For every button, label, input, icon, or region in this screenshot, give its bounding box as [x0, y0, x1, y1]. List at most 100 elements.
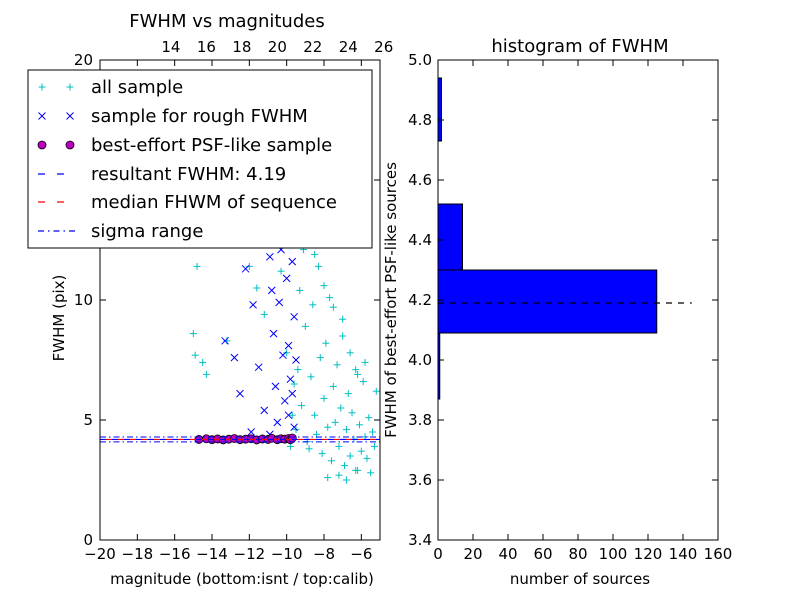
x-b: [230, 353, 239, 362]
all-sample-point: [342, 426, 350, 434]
rough-sample-point: [269, 329, 278, 338]
y-tick-label: 20: [74, 51, 93, 69]
x-b: [282, 274, 291, 283]
all-sample-point: [329, 303, 337, 311]
hist-x-tick-label: 20: [463, 545, 482, 563]
all-sample-point: [191, 351, 199, 359]
x-b: [241, 264, 250, 273]
top-tick-label: 20: [268, 38, 287, 56]
rough-sample-point: [288, 257, 297, 266]
hist-x-tick-label: 140: [669, 545, 698, 563]
x-b: [66, 112, 74, 120]
all-sample-point: [369, 428, 377, 436]
top-tick-label: 14: [161, 38, 180, 56]
rough-sample-point: [290, 312, 298, 321]
x-b: [267, 286, 276, 295]
scatter-panel: −20 −18 −16 −14 −12 −10 −8 −6 14 16 18 20 22 24 26 0 5 10…: [50, 11, 393, 588]
legend-entry: sample for rough FWHM: [38, 106, 308, 127]
legend-label: resultant FWHM: 4.19: [91, 164, 286, 185]
all-sample-point: [296, 286, 304, 294]
rough-sample-point: [271, 382, 280, 391]
circle-marker: [65, 140, 75, 150]
all-sample-point: [346, 452, 354, 460]
all-sample-point: [260, 310, 268, 318]
all-sample-point: [294, 366, 302, 374]
psf-sample-point: [287, 433, 297, 443]
x-b: [280, 396, 289, 405]
all-sample-point: [367, 469, 375, 477]
all-sample-point: [370, 442, 378, 450]
all-sample-point: [342, 476, 350, 484]
rough-sample-point: [247, 428, 256, 436]
histogram-xlabel: number of sources: [510, 570, 650, 588]
x-b: [254, 363, 263, 372]
all-sample-point: [277, 267, 285, 275]
x-b: [260, 406, 269, 415]
x-b: [38, 112, 46, 120]
all-sample-point: [283, 349, 291, 357]
hist-y-tick-label: 4.6: [408, 171, 432, 189]
scatter-title: FWHM vs magnitudes: [129, 11, 324, 32]
all-sample-point: [327, 457, 335, 465]
rough-sample-point: [284, 341, 293, 350]
rough-sample-point: [288, 389, 297, 398]
all-sample-point: [363, 454, 371, 462]
x-b: [249, 300, 257, 309]
all-sample-point: [365, 414, 373, 422]
all-sample-point: [311, 411, 319, 419]
all-sample-point: [193, 262, 201, 270]
all-sample-point: [324, 423, 332, 431]
all-sample-point: [189, 330, 197, 338]
all-sample-point: [355, 421, 363, 429]
all-sample-point: [309, 301, 317, 309]
x-tick-label: −16: [159, 545, 191, 563]
all-sample-point: [253, 284, 261, 292]
x-b: [284, 341, 293, 350]
rough-sample-point: [292, 356, 300, 364]
legend-symbol: [38, 83, 74, 91]
all-sample-point: [335, 442, 343, 450]
rough-sample-point: [273, 418, 282, 427]
all-sample-point: [344, 390, 352, 398]
rough-sample-point: [266, 252, 274, 261]
rough-sample-point: [260, 406, 269, 415]
histogram-panel: 0 20 40 60 80 100 120 140 160 3.4 3.6 3.8 4.0 4.2 4.4 4…: [382, 36, 732, 588]
x-tick-label: −10: [271, 545, 303, 563]
x-b: [269, 329, 278, 338]
histogram-bar: [437, 77, 442, 142]
all-sample-point: [324, 474, 332, 482]
rough-sample-point: [221, 336, 229, 345]
hist-x-tick-label: 0: [433, 545, 443, 563]
x-b: [247, 428, 256, 436]
all-sample-point: [322, 339, 330, 347]
x-b: [290, 312, 298, 321]
all-sample-point: [333, 361, 341, 369]
x-b: [288, 389, 297, 398]
x-b: [286, 375, 295, 384]
legend-label: best-effort PSF-like sample: [91, 135, 332, 156]
hist-x-tick-label: 80: [568, 545, 587, 563]
x-tick-label: −14: [196, 545, 228, 563]
legend-box: [27, 69, 373, 249]
rough-sample-point: [282, 274, 291, 283]
all-sample-point: [352, 466, 360, 474]
x-b: [292, 356, 300, 364]
histogram-bar: [437, 203, 463, 271]
y-tick-label: 0: [83, 531, 93, 549]
all-sample-point: [359, 378, 367, 386]
histogram-ylabel: FWHM of best-effort PSF-like sources: [382, 162, 400, 438]
x-tick-label: −12: [234, 545, 266, 563]
legend: all sample sample for rough FWHM best-effo…: [27, 69, 373, 249]
x-b: [271, 382, 280, 391]
top-tick-label: 18: [232, 38, 251, 56]
legend-symbol: [38, 112, 74, 120]
legend-label: sample for rough FWHM: [91, 106, 308, 127]
y-tick-label: 10: [74, 291, 93, 309]
top-tick-label: 16: [197, 38, 216, 56]
all-sample-point: [316, 354, 324, 362]
legend-entry: median FHWM of sequence: [38, 192, 337, 213]
y-tick-label: 5: [83, 411, 93, 429]
rough-sample-point: [286, 375, 295, 384]
all-sample-point: [352, 366, 360, 374]
hist-y-tick-label: 5.0: [408, 51, 432, 69]
